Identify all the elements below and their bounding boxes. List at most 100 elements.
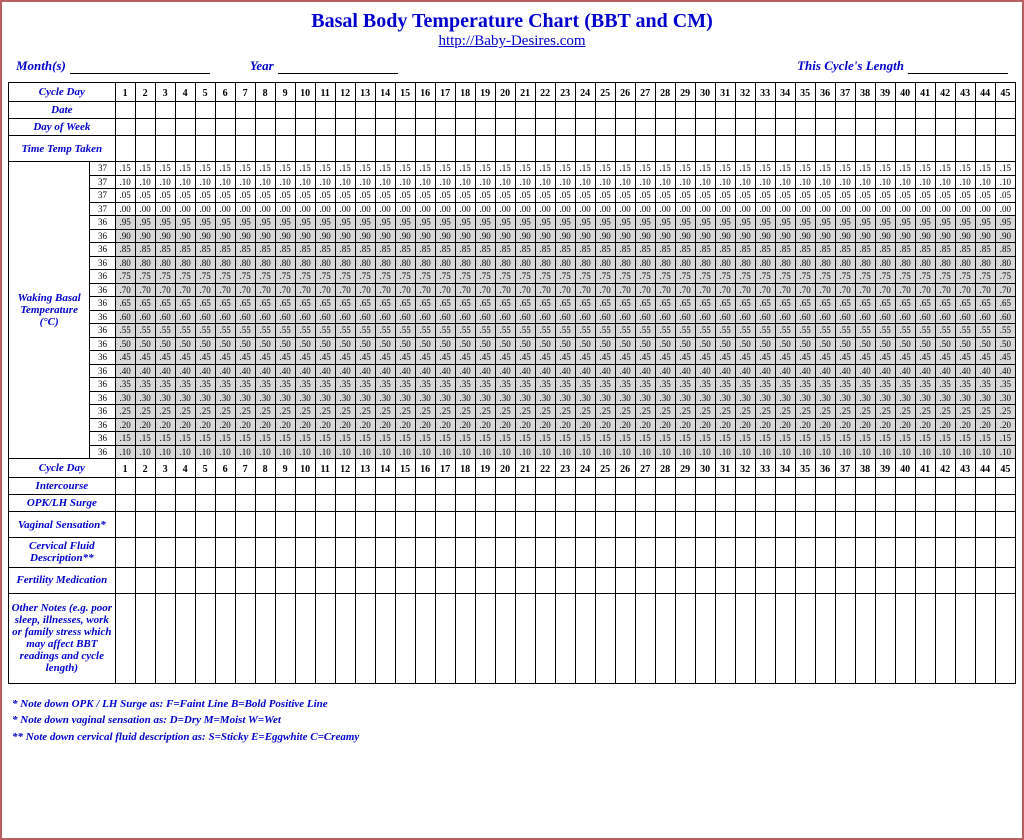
temp-cell[interactable]: .05 — [815, 189, 835, 203]
grid-cell[interactable] — [315, 495, 335, 512]
temp-cell[interactable]: .10 — [615, 445, 635, 459]
grid-cell[interactable] — [175, 136, 195, 162]
temp-cell[interactable]: .90 — [475, 229, 495, 243]
temp-cell[interactable]: .90 — [515, 229, 535, 243]
grid-cell[interactable] — [435, 495, 455, 512]
temp-cell[interactable]: .30 — [275, 391, 295, 405]
temp-cell[interactable]: .15 — [915, 162, 935, 176]
temp-cell[interactable]: .70 — [755, 283, 775, 297]
temp-cell[interactable]: .55 — [455, 324, 475, 338]
temp-cell[interactable]: .05 — [975, 189, 995, 203]
temp-cell[interactable]: .90 — [415, 229, 435, 243]
temp-cell[interactable]: .95 — [995, 216, 1015, 230]
temp-cell[interactable]: .15 — [395, 432, 415, 446]
temp-cell[interactable]: .25 — [215, 405, 235, 419]
temp-cell[interactable]: .05 — [355, 189, 375, 203]
temp-cell[interactable]: .10 — [755, 175, 775, 189]
temp-cell[interactable]: .65 — [855, 297, 875, 311]
temp-cell[interactable]: .65 — [875, 297, 895, 311]
temp-cell[interactable]: .45 — [515, 351, 535, 365]
grid-cell[interactable] — [735, 136, 755, 162]
temp-cell[interactable]: .15 — [695, 162, 715, 176]
temp-cell[interactable]: .30 — [195, 391, 215, 405]
temp-cell[interactable]: .25 — [395, 405, 415, 419]
temp-cell[interactable]: .00 — [855, 202, 875, 216]
temp-cell[interactable]: .15 — [815, 432, 835, 446]
temp-cell[interactable]: .15 — [315, 162, 335, 176]
grid-cell[interactable]: 7 — [235, 459, 255, 478]
temp-cell[interactable]: .70 — [435, 283, 455, 297]
temp-cell[interactable]: .80 — [735, 256, 755, 270]
temp-cell[interactable]: .05 — [835, 189, 855, 203]
temp-cell[interactable]: .75 — [215, 270, 235, 284]
grid-cell[interactable] — [135, 478, 155, 495]
temp-cell[interactable]: .40 — [855, 364, 875, 378]
temp-cell[interactable]: .15 — [935, 162, 955, 176]
temp-cell[interactable]: .20 — [935, 418, 955, 432]
temp-cell[interactable]: .20 — [635, 418, 655, 432]
temp-cell[interactable]: .85 — [755, 243, 775, 257]
temp-cell[interactable]: .15 — [875, 162, 895, 176]
temp-cell[interactable]: .55 — [675, 324, 695, 338]
temp-cell[interactable]: .10 — [875, 445, 895, 459]
temp-cell[interactable]: .40 — [215, 364, 235, 378]
grid-cell[interactable] — [295, 512, 315, 538]
temp-cell[interactable]: .70 — [355, 283, 375, 297]
grid-cell[interactable] — [575, 495, 595, 512]
grid-cell[interactable] — [655, 538, 675, 567]
temp-cell[interactable]: .10 — [775, 445, 795, 459]
temp-cell[interactable]: .75 — [435, 270, 455, 284]
temp-cell[interactable]: .85 — [395, 243, 415, 257]
temp-cell[interactable]: .70 — [475, 283, 495, 297]
temp-cell[interactable]: .55 — [875, 324, 895, 338]
grid-cell[interactable] — [955, 102, 975, 119]
temp-cell[interactable]: .10 — [275, 445, 295, 459]
temp-cell[interactable]: .10 — [235, 175, 255, 189]
grid-cell[interactable]: 24 — [575, 459, 595, 478]
grid-cell[interactable] — [775, 478, 795, 495]
grid-cell[interactable] — [195, 538, 215, 567]
temp-cell[interactable]: .20 — [875, 418, 895, 432]
temp-cell[interactable]: .10 — [295, 175, 315, 189]
temp-cell[interactable]: .75 — [235, 270, 255, 284]
temp-cell[interactable]: .05 — [775, 189, 795, 203]
grid-cell[interactable] — [735, 512, 755, 538]
temp-cell[interactable]: .20 — [255, 418, 275, 432]
temp-cell[interactable]: .20 — [475, 418, 495, 432]
temp-cell[interactable]: .30 — [935, 391, 955, 405]
grid-cell[interactable] — [415, 538, 435, 567]
grid-cell[interactable] — [795, 567, 815, 593]
grid-cell[interactable] — [675, 119, 695, 136]
temp-cell[interactable]: .15 — [995, 162, 1015, 176]
grid-cell[interactable]: 36 — [815, 83, 835, 102]
temp-cell[interactable]: .65 — [435, 297, 455, 311]
temp-cell[interactable]: .45 — [855, 351, 875, 365]
temp-cell[interactable]: .60 — [515, 310, 535, 324]
temp-cell[interactable]: .25 — [115, 405, 135, 419]
temp-cell[interactable]: .95 — [235, 216, 255, 230]
temp-cell[interactable]: .90 — [615, 229, 635, 243]
grid-cell[interactable] — [235, 593, 255, 683]
grid-cell[interactable]: 38 — [855, 459, 875, 478]
temp-cell[interactable]: .80 — [895, 256, 915, 270]
temp-cell[interactable]: .15 — [375, 432, 395, 446]
temp-cell[interactable]: .50 — [115, 337, 135, 351]
grid-cell[interactable] — [755, 512, 775, 538]
grid-cell[interactable] — [735, 102, 755, 119]
temp-cell[interactable]: .75 — [655, 270, 675, 284]
grid-cell[interactable] — [915, 512, 935, 538]
temp-cell[interactable]: .85 — [355, 243, 375, 257]
temp-cell[interactable]: .40 — [455, 364, 475, 378]
grid-cell[interactable] — [815, 119, 835, 136]
temp-cell[interactable]: .75 — [355, 270, 375, 284]
grid-cell[interactable] — [255, 512, 275, 538]
temp-cell[interactable]: .45 — [215, 351, 235, 365]
grid-cell[interactable] — [655, 478, 675, 495]
temp-cell[interactable]: .70 — [935, 283, 955, 297]
grid-cell[interactable] — [255, 538, 275, 567]
temp-cell[interactable]: .70 — [395, 283, 415, 297]
temp-cell[interactable]: .45 — [595, 351, 615, 365]
grid-cell[interactable] — [675, 538, 695, 567]
grid-cell[interactable] — [395, 538, 415, 567]
temp-cell[interactable]: .80 — [455, 256, 475, 270]
